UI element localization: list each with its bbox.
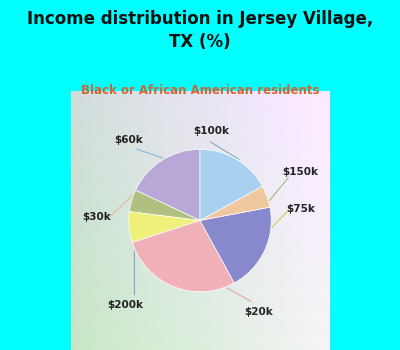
Wedge shape <box>200 207 271 283</box>
Text: $75k: $75k <box>286 204 315 214</box>
Wedge shape <box>129 190 200 220</box>
Wedge shape <box>200 186 270 220</box>
Wedge shape <box>200 149 262 220</box>
Text: $30k: $30k <box>82 212 111 222</box>
Text: $60k: $60k <box>114 134 143 145</box>
Wedge shape <box>136 149 200 220</box>
Text: $150k: $150k <box>282 167 318 177</box>
Text: $100k: $100k <box>194 126 230 136</box>
Text: Black or African American residents: Black or African American residents <box>81 84 319 97</box>
Text: $20k: $20k <box>244 307 273 317</box>
Wedge shape <box>129 211 200 243</box>
Text: $200k: $200k <box>108 300 144 310</box>
Wedge shape <box>132 220 234 292</box>
Text: Income distribution in Jersey Village,
TX (%): Income distribution in Jersey Village, T… <box>27 10 373 51</box>
